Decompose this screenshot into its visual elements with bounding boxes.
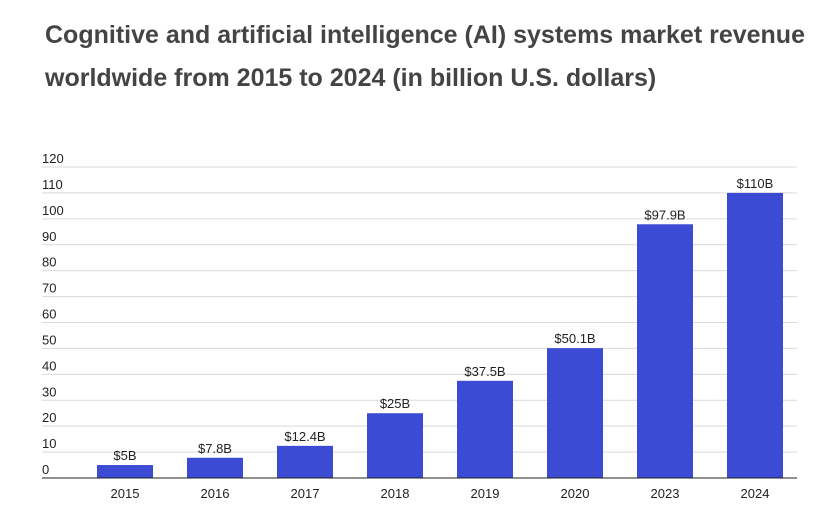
bar	[727, 192, 783, 478]
x-tick-label: 2018	[381, 486, 410, 501]
y-tick-label: 70	[42, 281, 56, 296]
x-tick-label: 2020	[561, 486, 590, 501]
x-axis-ticks: 2015 2016 2017 2018 2019 2020 2023 2024	[111, 486, 770, 501]
y-tick-label: 90	[42, 229, 56, 244]
data-labels: $5B $7.8B $12.4B $25B $37.5B $50.1B $97.9B $110…	[113, 176, 773, 463]
bar-data-label: $110B	[737, 176, 774, 191]
bar-data-label: $7.8B	[198, 441, 232, 456]
bar-data-label: $50.1B	[554, 331, 595, 346]
x-tick-label: 2017	[291, 486, 320, 501]
y-tick-label: 20	[42, 410, 56, 425]
bar-data-label: $25B	[380, 396, 410, 411]
y-tick-label: 30	[42, 384, 56, 399]
y-tick-label: 60	[42, 307, 56, 322]
y-tick-label: 0	[42, 462, 49, 477]
bar	[637, 224, 693, 478]
y-axis-ticks: 0 10 20 30 40 50 60 70 80 90 100 110 120	[42, 151, 64, 477]
y-tick-label: 120	[42, 151, 64, 166]
bar	[547, 348, 603, 478]
bar-data-label: $97.9B	[644, 207, 685, 222]
y-tick-label: 100	[42, 203, 64, 218]
bar	[367, 413, 423, 478]
bar-data-label: $37.5B	[464, 364, 505, 379]
x-tick-label: 2024	[741, 486, 770, 501]
x-tick-label: 2023	[651, 486, 680, 501]
bar-data-label: $12.4B	[284, 429, 325, 444]
y-tick-label: 80	[42, 255, 56, 270]
x-tick-label: 2019	[471, 486, 500, 501]
x-tick-label: 2016	[201, 486, 230, 501]
x-tick-label: 2015	[111, 486, 140, 501]
y-tick-label: 110	[42, 177, 63, 192]
bars	[97, 192, 783, 478]
chart-title: Cognitive and artificial intelligence (A…	[45, 21, 805, 92]
y-tick-label: 10	[42, 436, 56, 451]
y-tick-label: 50	[42, 332, 56, 347]
bar-data-label: $5B	[113, 448, 136, 463]
bar	[457, 380, 513, 478]
bar	[277, 445, 333, 478]
y-tick-label: 40	[42, 358, 56, 373]
bar	[97, 465, 153, 478]
bar	[187, 457, 243, 478]
